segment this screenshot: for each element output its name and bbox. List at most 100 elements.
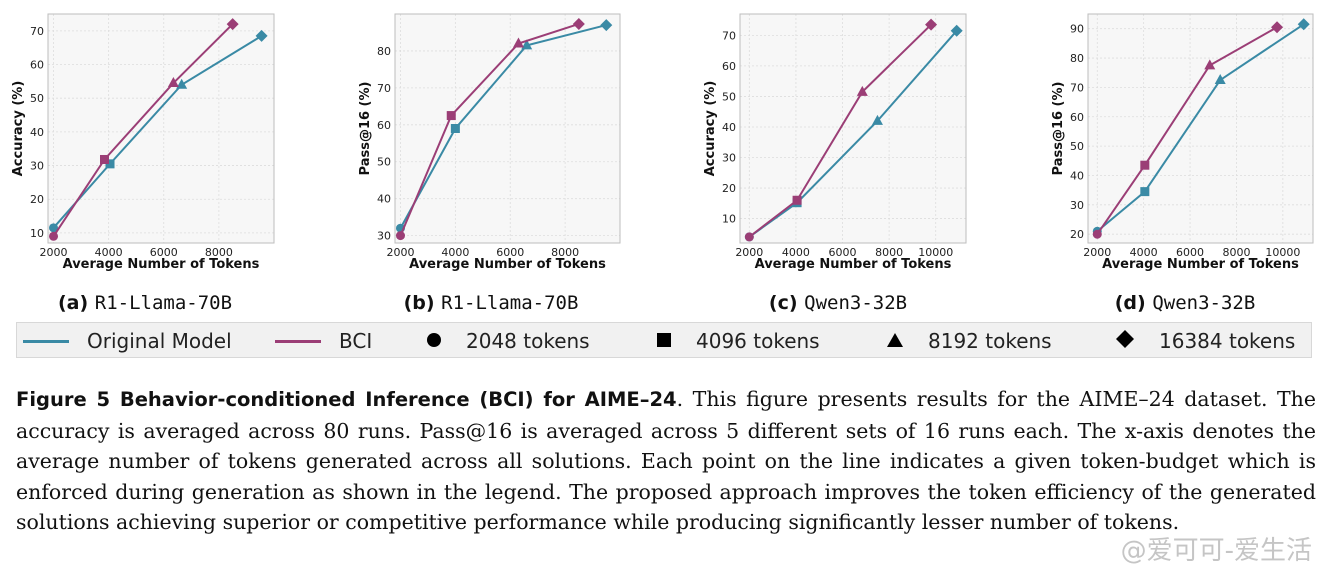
series-line-original [52, 35, 263, 229]
chart-panel-b: 2000 4000 6000 8000 30 40 50 60 70 80 Average Numb… [358, 13, 621, 314]
y-tick-label: 50 [722, 90, 736, 103]
y-axis-label: Accuracy (%) [11, 81, 26, 177]
x-tick-label: 2000 [386, 246, 414, 259]
data-point-square [105, 159, 115, 169]
y-axis-label: Pass@16 (%) [358, 82, 373, 176]
legend-2048-label: 2048 tokens [466, 329, 590, 353]
figure-caption: Figure 5 Behavior-conditioned Inference … [16, 384, 1316, 538]
caption-heading: Figure 5 Behavior-conditioned Inference … [16, 388, 677, 411]
subfigure-model-name: Qwen3-32B [1152, 292, 1255, 314]
x-axis-label: Average Number of Tokens [1102, 257, 1299, 272]
data-point-triangle [512, 37, 524, 48]
y-tick-label: 40 [1070, 169, 1084, 182]
legend-bci: BCI [275, 323, 372, 359]
subfigure-letter: (c) [769, 292, 804, 314]
plot-frame [47, 13, 275, 244]
x-tick-label: 6000 [829, 246, 857, 259]
y-tick-label: 70 [30, 25, 44, 38]
x-tick-label: 2000 [40, 246, 68, 259]
y-tick-label: 10 [30, 227, 44, 240]
data-point-diamond [255, 29, 268, 42]
data-point-triangle [1204, 59, 1216, 70]
legend-4096-label: 4096 tokens [696, 329, 820, 353]
legend-16384: 16384 tokens [1115, 323, 1295, 359]
subfigure-caption: (b) R1-Llama-70B [404, 292, 579, 314]
subfigure-letter: (a) [58, 292, 95, 314]
data-point-diamond [1271, 21, 1284, 34]
x-tick-label: 8000 [875, 246, 903, 259]
y-tick-label: 40 [30, 126, 44, 139]
data-point-square [792, 195, 802, 205]
series-line-bci [399, 23, 580, 237]
diamond-marker-icon [1115, 329, 1135, 354]
subfigure-letter: (d) [1115, 292, 1153, 314]
plot-background [1088, 14, 1313, 243]
x-tick-label: 10000 [918, 246, 953, 259]
data-point-square [1140, 160, 1150, 170]
y-tick-label: 40 [722, 121, 736, 134]
y-tick-label: 50 [1070, 140, 1084, 153]
y-tick-label: 70 [722, 29, 736, 42]
y-tick-label: 60 [30, 59, 44, 72]
y-tick-label: 30 [377, 230, 391, 243]
data-point-diamond [950, 24, 963, 37]
y-tick-label: 80 [1070, 52, 1084, 65]
y-axis-label: Pass@16 (%) [1051, 82, 1066, 176]
y-tick-label: 60 [722, 60, 736, 73]
y-tick-label: 20 [30, 193, 44, 206]
caption-body: . This figure presents results for the A… [16, 387, 1316, 534]
x-axis-label: Average Number of Tokens [63, 257, 260, 272]
square-marker-icon [656, 329, 672, 353]
plot-background [740, 14, 966, 243]
subfigure-caption: (c) Qwen3-32B [769, 292, 907, 314]
watermark: @爱可可-爱生活 [1120, 536, 1312, 566]
y-tick-label: 50 [377, 156, 391, 169]
x-tick-label: 4000 [782, 246, 810, 259]
y-tick-label: 90 [1070, 23, 1084, 36]
x-axis-label: Average Number of Tokens [409, 257, 606, 272]
legend-bci-label: BCI [339, 329, 373, 353]
x-tick-label: 6000 [496, 246, 524, 259]
subfigure-model-name: R1-Llama-70B [95, 292, 232, 314]
data-point-diamond [925, 18, 938, 31]
chart-panel-c: 2000 4000 6000 8000 10000 10 20 30 40 50 60 70 Avera… [703, 13, 967, 314]
circle-marker-icon [426, 329, 442, 353]
y-tick-label: 60 [1070, 111, 1084, 124]
y-tick-label: 40 [377, 193, 391, 206]
plot-frame [394, 13, 621, 244]
legend-4096: 4096 tokens [656, 323, 820, 359]
legend-8192-label: 8192 tokens [928, 329, 1052, 353]
y-tick-label: 70 [1070, 81, 1084, 94]
legend-original-label: Original Model [87, 329, 232, 353]
y-tick-label: 80 [377, 45, 391, 58]
legend: Original Model BCI 2048 tokens 4096 toke… [16, 322, 1312, 358]
legend-16384-label: 16384 tokens [1159, 329, 1296, 353]
x-tick-label: 2000 [735, 246, 763, 259]
legend-2048: 2048 tokens [426, 323, 590, 359]
legend-8192: 8192 tokens [886, 323, 1052, 359]
data-point-triangle [176, 78, 188, 89]
y-axis-label: Accuracy (%) [703, 81, 718, 177]
x-tick-label: 8000 [551, 246, 579, 259]
x-axis-label: Average Number of Tokens [755, 257, 952, 272]
subfigure-caption: (d) Qwen3-32B [1115, 292, 1256, 314]
subfigure-letter: (b) [404, 292, 442, 314]
data-point-triangle [871, 114, 883, 125]
data-point-diamond [226, 18, 239, 31]
data-point-triangle [167, 77, 179, 88]
legend-bci-line [275, 339, 321, 343]
x-tick-label: 6000 [1176, 246, 1204, 259]
legend-original-line [23, 339, 69, 343]
triangle-marker-icon [886, 329, 904, 353]
data-point-circle [49, 231, 59, 241]
subfigure-model-name: R1-Llama-70B [441, 292, 578, 314]
data-point-circle [1092, 229, 1102, 239]
data-point-square [446, 111, 456, 121]
x-tick-label: 4000 [95, 246, 123, 259]
chart-panel-d: 2000 4000 6000 8000 10000 20 30 40 50 60 70 80 90 Ave… [1051, 13, 1314, 314]
data-point-triangle [1214, 74, 1226, 85]
y-tick-label: 10 [722, 213, 736, 226]
x-tick-label: 4000 [1130, 246, 1158, 259]
subfigure-model-name: Qwen3-32B [804, 292, 907, 314]
